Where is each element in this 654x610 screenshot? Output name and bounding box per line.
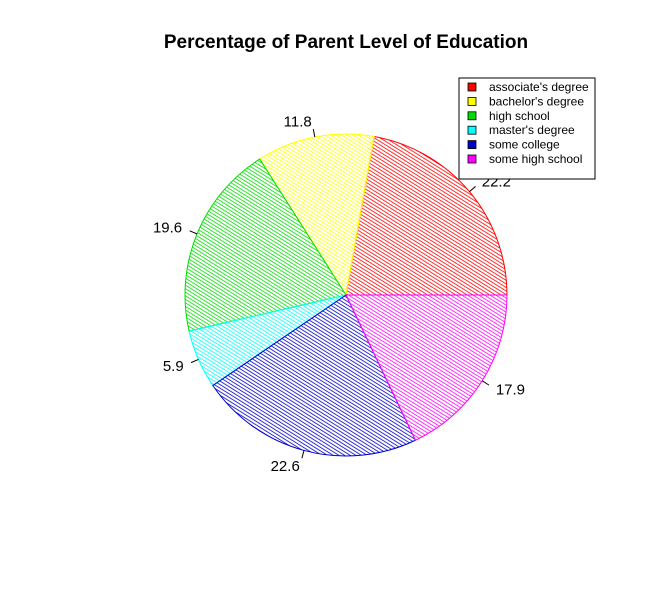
legend-swatch-some-college (467, 140, 477, 150)
legend-label-master-s-degree: master's degree (489, 123, 575, 137)
data-label-master-s-degree: 5.9 (163, 358, 184, 375)
pie-label-tick (189, 230, 198, 235)
legend-label-high-school: high school (489, 109, 550, 123)
pie-slice-bachelor-s-degree (259, 133, 375, 297)
pie-label-tick (481, 380, 490, 386)
data-label-bachelor-s-degree: 11.8 (284, 113, 312, 130)
legend-box (458, 77, 596, 180)
pie-label-tick (312, 129, 316, 138)
legend-label-associate-s-degree: associate's degree (489, 80, 589, 94)
legend-swatch-high-school (467, 111, 477, 121)
legend-swatch-master-s-degree (467, 125, 477, 135)
pie-slice-associate-s-degree (345, 135, 508, 296)
data-label-some-college: 22.6 (271, 458, 300, 475)
pie-label-tick (469, 186, 476, 192)
legend-label-some-college: some college (489, 138, 560, 152)
pie-slice-some-high-school (345, 294, 508, 441)
data-label-high-school: 19.6 (153, 220, 182, 237)
pie-label-tick (301, 450, 305, 459)
data-label-some-high-school: 17.9 (496, 381, 525, 398)
legend-swatch-associate-s-degree (467, 82, 477, 92)
pie-slices (184, 133, 508, 457)
pie-label-tick (190, 358, 199, 364)
legend-label-bachelor-s-degree: bachelor's degree (489, 94, 584, 108)
legend-label-some-high-school: some high school (489, 152, 582, 166)
pie-slice-high-school (184, 158, 347, 332)
legend-swatch-bachelor-s-degree (467, 97, 477, 106)
chart-title: Percentage of Parent Level of Education (164, 32, 528, 53)
legend-swatch-some-high-school (467, 154, 477, 164)
